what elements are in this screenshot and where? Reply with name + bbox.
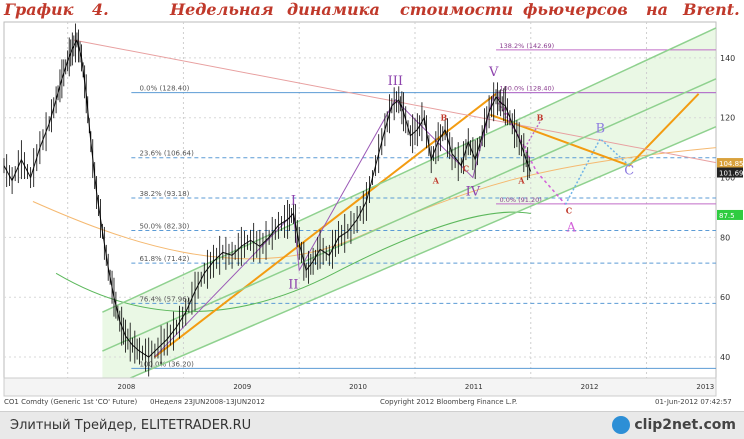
- clip2net-logo-icon: [612, 416, 631, 434]
- wave-label: II: [288, 277, 298, 292]
- y-tick-label: 80: [720, 233, 730, 242]
- wave-label: A: [432, 176, 440, 186]
- chart-title: График 4. Недельная динамика стоимости ф…: [0, 0, 744, 22]
- wave-label: C: [566, 205, 572, 215]
- y-tick-label: 120: [720, 114, 735, 123]
- channel-fill: [102, 27, 717, 390]
- y-tick-label: 40: [720, 353, 730, 362]
- source-text: CO1 Comdty (Generic 1st 'CO' Future): [4, 398, 138, 406]
- fib-level-label: 0.0% (128.40): [139, 85, 189, 93]
- fib-level-label: 23.6% (106.64): [139, 150, 194, 158]
- x-axis-band: [3, 377, 717, 397]
- price-tag: [717, 209, 743, 220]
- watermark-bar: Элитный Трейдер, ELITETRADER.RU clip2net…: [0, 411, 744, 439]
- watermark-left: Элитный Трейдер, ELITETRADER.RU: [10, 418, 252, 433]
- wave-label: V: [488, 65, 499, 80]
- wave-label: B: [441, 113, 448, 123]
- y-tick-label: 140: [720, 54, 735, 63]
- title-word: 4.: [92, 0, 109, 19]
- annotation-green-channel-lower: [102, 126, 717, 391]
- annotation-orange-trend: [153, 93, 497, 358]
- x-axis-year: 2010: [349, 383, 367, 391]
- fib-ext-label: 138.2% (142.69): [500, 42, 555, 50]
- wave-label: C: [624, 164, 634, 179]
- ma-curve-green: [55, 211, 531, 312]
- title-word: Brent.: [683, 0, 740, 19]
- annotation-purple-wave-main: [154, 93, 495, 358]
- x-axis-year: 2008: [118, 383, 136, 391]
- wave-label: B: [595, 122, 605, 137]
- fib-level-label: 38.2% (93.18): [139, 190, 189, 198]
- annotation-dotted-forecast-b: [564, 137, 630, 205]
- wave-label: IV: [466, 185, 481, 200]
- wave-label: A: [517, 176, 525, 186]
- wave-label: III: [388, 74, 403, 89]
- x-axis-year: 2011: [465, 383, 483, 391]
- title-word: фьючерсов: [523, 0, 628, 19]
- fib-ext-label: 100.0% (128.40): [500, 85, 555, 93]
- x-axis-year: 2009: [233, 383, 251, 391]
- fib-level-label: 76.4% (57.96): [139, 295, 189, 303]
- fib-ext-label: 0.0% (91.20): [500, 196, 542, 204]
- title-word: График: [4, 0, 74, 19]
- watermark-right-text: clip2net.com: [634, 417, 736, 433]
- title-word: на: [646, 0, 669, 19]
- wave-label: B: [537, 113, 544, 123]
- wave-label: C: [463, 164, 469, 174]
- wave-label: I: [291, 193, 296, 208]
- chart-plot: 2008 2009 2010 2011 2012 2013 40 60 80 100 120 140 0…: [3, 21, 744, 397]
- title-word: стоимости: [400, 0, 514, 19]
- fib-level-label: 100.0% (36.20): [139, 360, 194, 368]
- price-tag-label: 104.85: [719, 160, 744, 168]
- x-axis-year: 2012: [581, 383, 599, 391]
- title-word: Недельная: [170, 0, 274, 19]
- period-text: 0Неделя 23JUN2008-13JUN2012: [150, 398, 265, 406]
- price-tag: [717, 158, 743, 169]
- y-tick-label: 60: [720, 293, 730, 302]
- price-line: [3, 38, 532, 358]
- x-axis-year: 2013: [696, 383, 714, 391]
- fib-level-label: 61.8% (71.42): [139, 255, 189, 263]
- price-tag-label: 101.69: [719, 170, 744, 178]
- price-tag: [717, 167, 743, 178]
- fib-level-label: 50.0% (82.30): [139, 223, 189, 231]
- timestamp-text: 01-Jun-2012 07:42:57: [655, 398, 732, 406]
- y-tick-label: 100: [720, 174, 735, 183]
- wave-label: A: [566, 220, 577, 235]
- watermark-right: clip2net.com: [612, 416, 736, 434]
- copyright-text: Copyright 2012 Bloomberg Finance L.P.: [380, 398, 518, 406]
- price-tag-label: 87.5: [719, 212, 735, 220]
- title-word: динамика: [287, 0, 380, 19]
